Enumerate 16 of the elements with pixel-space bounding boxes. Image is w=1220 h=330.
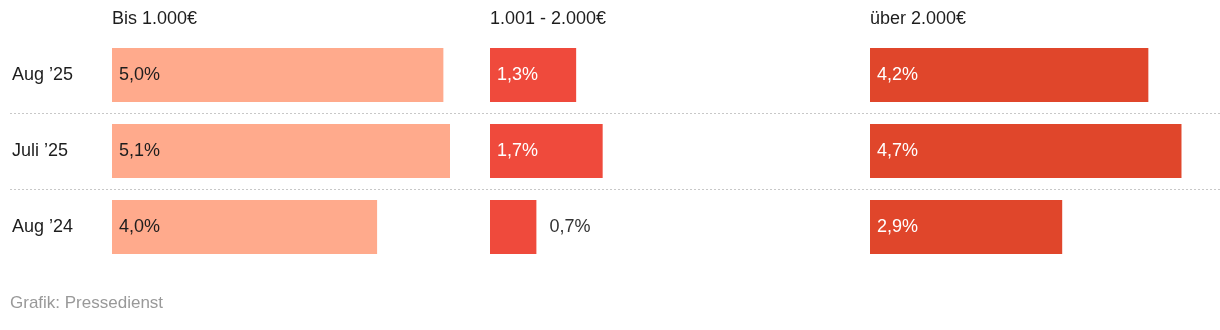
data-label: 4,7%: [877, 139, 919, 160]
text: Grafik: Pressedienst: [10, 293, 164, 313]
data-label: 0,7%: [549, 215, 591, 236]
data-label: 5,0%: [119, 63, 161, 84]
data-label: 4,0%: [119, 215, 161, 236]
data-label: 1,7%: [497, 139, 539, 160]
chart-title: 1.001 - 2.000€: [490, 8, 607, 29]
data-label: 5,1%: [119, 139, 161, 160]
chart-title: Bis 1.000€: [112, 8, 198, 29]
y-tick-label: Aug ’24: [12, 215, 74, 236]
chart-title: über 2.000€: [870, 8, 967, 29]
data-label: 1,3%: [497, 63, 539, 84]
y-tick-label: Aug ’25: [12, 63, 74, 84]
y-tick-label: Juli ’25: [12, 139, 69, 160]
data-label: 4,2%: [877, 63, 919, 84]
data-label: 2,9%: [877, 215, 919, 236]
